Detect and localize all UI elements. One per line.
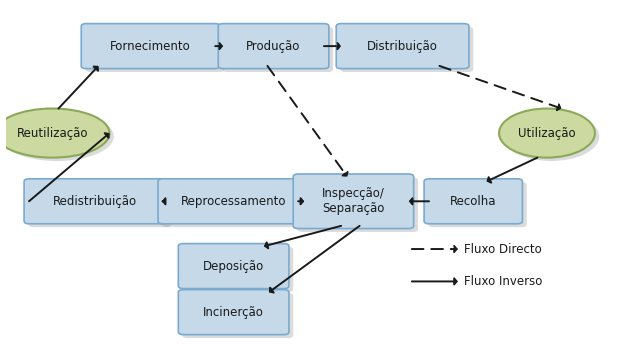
Text: Fluxo Directo: Fluxo Directo bbox=[464, 243, 542, 255]
Ellipse shape bbox=[0, 109, 110, 158]
FancyBboxPatch shape bbox=[182, 247, 293, 292]
Text: Incinerção: Incinerção bbox=[203, 306, 264, 319]
Text: Deposição: Deposição bbox=[203, 260, 264, 272]
Text: Fluxo Inverso: Fluxo Inverso bbox=[464, 275, 542, 288]
FancyBboxPatch shape bbox=[424, 179, 522, 224]
FancyBboxPatch shape bbox=[218, 24, 329, 69]
FancyBboxPatch shape bbox=[182, 293, 293, 338]
Text: Distribuição: Distribuição bbox=[367, 40, 438, 53]
Text: Inspecção/
Separação: Inspecção/ Separação bbox=[322, 187, 385, 215]
FancyBboxPatch shape bbox=[178, 244, 289, 288]
FancyBboxPatch shape bbox=[158, 179, 309, 224]
Text: Utilização: Utilização bbox=[518, 127, 576, 140]
FancyBboxPatch shape bbox=[162, 182, 314, 227]
FancyBboxPatch shape bbox=[336, 24, 469, 69]
Text: Produção: Produção bbox=[246, 40, 301, 53]
FancyBboxPatch shape bbox=[223, 27, 333, 72]
Text: Redistribuição: Redistribuição bbox=[53, 195, 137, 208]
FancyBboxPatch shape bbox=[178, 290, 289, 335]
FancyBboxPatch shape bbox=[85, 27, 224, 72]
Ellipse shape bbox=[499, 109, 595, 158]
Text: Reutilização: Reutilização bbox=[16, 127, 88, 140]
Text: Reprocessamento: Reprocessamento bbox=[181, 195, 287, 208]
FancyBboxPatch shape bbox=[24, 179, 167, 224]
FancyBboxPatch shape bbox=[340, 27, 473, 72]
Ellipse shape bbox=[0, 112, 114, 161]
FancyBboxPatch shape bbox=[298, 177, 418, 232]
Text: Recolha: Recolha bbox=[450, 195, 497, 208]
Text: Fornecimento: Fornecimento bbox=[110, 40, 191, 53]
FancyBboxPatch shape bbox=[293, 174, 414, 229]
FancyBboxPatch shape bbox=[28, 182, 171, 227]
FancyBboxPatch shape bbox=[428, 182, 527, 227]
FancyBboxPatch shape bbox=[82, 24, 220, 69]
Ellipse shape bbox=[503, 112, 599, 161]
